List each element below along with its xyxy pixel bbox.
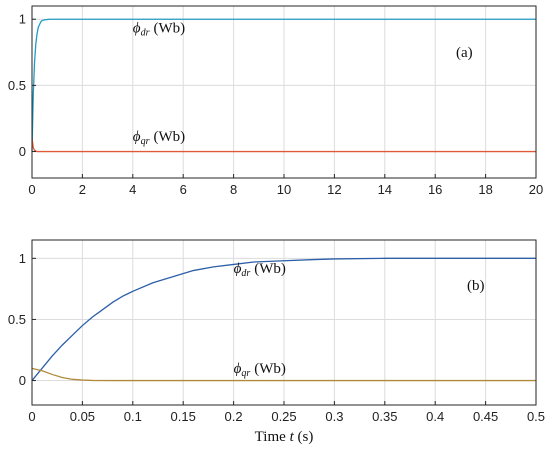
x-axis-label: Time t (s) <box>255 429 314 445</box>
x-tick-label: 0 <box>28 182 35 197</box>
x-tick-label: 0.05 <box>70 409 95 424</box>
panel-label: (b) <box>467 278 485 294</box>
x-tick-label: 2 <box>79 182 86 197</box>
x-tick-label: 6 <box>180 182 187 197</box>
series-annotation-phi-dr: ϕdr (Wb) <box>133 20 185 38</box>
x-tick-label: 0 <box>28 409 35 424</box>
x-tick-label: 0.1 <box>124 409 142 424</box>
x-tick-label: 16 <box>428 182 442 197</box>
panel-a: 0 2 4 6 8 10 12 14 16 18 20 0 0.5 1 ϕdr (Wb) ϕqr (Wb) (a) <box>8 5 543 197</box>
x-tick-label: 0.4 <box>426 409 444 424</box>
y-tick-label: 0 <box>19 373 26 388</box>
x-tick-label: 0.25 <box>271 409 296 424</box>
y-tick-label: 0.5 <box>8 78 26 93</box>
x-tick-label: 4 <box>129 182 136 197</box>
x-tick-label: 0.35 <box>372 409 397 424</box>
y-tick-label: 1 <box>19 12 26 27</box>
series-annotation-phi-qr: ϕqr (Wb) <box>133 129 185 147</box>
series-line-phi-qr <box>31 138 536 153</box>
x-tick-label: 0.2 <box>225 409 243 424</box>
y-tick-label: 1 <box>19 251 26 266</box>
x-tick-label: 8 <box>230 182 237 197</box>
x-tick-label: 0.3 <box>325 409 343 424</box>
series-line-phi-dr <box>31 18 536 152</box>
x-tick-label: 0.45 <box>473 409 498 424</box>
series-annotation-phi-qr: ϕqr (Wb) <box>234 361 286 379</box>
x-tick-label: 20 <box>529 182 543 197</box>
series-line-phi-dr <box>31 257 536 381</box>
series-line-phi-qr <box>31 367 536 382</box>
y-tick-label: 0.5 <box>8 312 26 327</box>
series-annotation-phi-dr: ϕdr (Wb) <box>234 261 286 279</box>
x-tick-label: 14 <box>378 182 392 197</box>
panel-label: (a) <box>456 45 473 61</box>
panel-b: 0 0.05 0.1 0.15 0.2 0.25 0.3 0.35 0.4 0.45 0.5 0 0.5… <box>8 239 545 445</box>
x-tick-label: 18 <box>478 182 492 197</box>
x-tick-label: 12 <box>327 182 341 197</box>
x-tick-label: 0.5 <box>527 409 545 424</box>
x-tick-label: 0.15 <box>171 409 196 424</box>
x-tick-label: 10 <box>277 182 291 197</box>
y-tick-label: 0 <box>19 144 26 159</box>
